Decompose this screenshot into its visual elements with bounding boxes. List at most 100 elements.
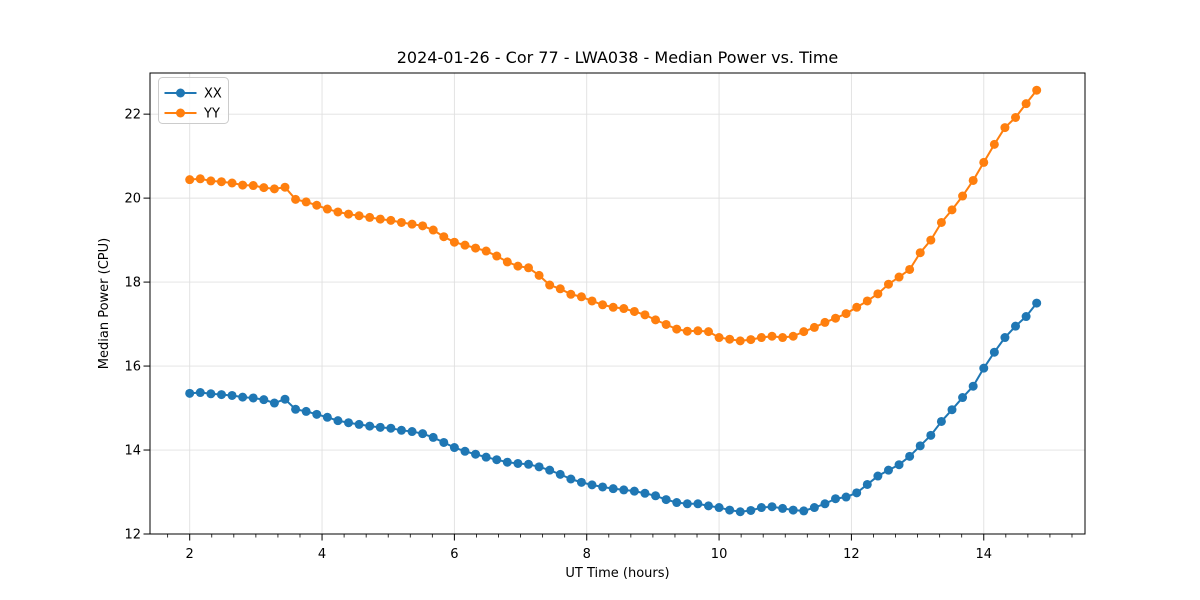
data-point-xx xyxy=(566,474,576,484)
data-point-xx xyxy=(926,430,936,440)
data-point-xx xyxy=(1032,298,1042,308)
data-point-yy xyxy=(661,319,671,329)
data-point-yy xyxy=(841,309,851,319)
data-point-xx xyxy=(714,503,724,513)
data-point-yy xyxy=(989,139,999,149)
data-point-yy xyxy=(926,235,936,245)
series-layer xyxy=(185,85,1042,517)
data-point-xx xyxy=(312,409,322,419)
data-point-xx xyxy=(576,477,586,487)
data-point-xx xyxy=(831,494,841,504)
data-point-yy xyxy=(396,217,406,227)
data-point-xx xyxy=(291,404,301,414)
data-point-yy xyxy=(375,214,385,224)
data-point-xx xyxy=(640,488,650,498)
data-point-yy xyxy=(651,315,661,325)
data-point-xx xyxy=(439,437,449,447)
data-point-xx xyxy=(365,421,375,431)
data-point-yy xyxy=(502,257,512,267)
data-point-yy xyxy=(894,272,904,282)
data-point-xx xyxy=(725,505,735,515)
y-tick-label: 18 xyxy=(124,276,141,291)
data-point-xx xyxy=(322,412,332,422)
data-point-yy xyxy=(238,180,248,190)
data-point-xx xyxy=(968,381,978,391)
data-point-xx xyxy=(449,443,459,453)
data-point-xx xyxy=(269,398,279,408)
data-point-xx xyxy=(661,495,671,505)
data-point-yy xyxy=(312,200,322,210)
data-point-yy xyxy=(460,240,470,250)
data-point-yy xyxy=(619,304,629,314)
y-tick-label: 14 xyxy=(124,444,141,459)
data-point-xx xyxy=(788,505,798,515)
data-point-yy xyxy=(746,335,756,345)
data-point-yy xyxy=(831,313,841,323)
data-point-yy xyxy=(703,327,713,337)
data-point-xx xyxy=(608,484,618,494)
data-point-xx xyxy=(524,459,533,469)
data-point-yy xyxy=(1021,99,1031,109)
data-point-xx xyxy=(502,457,512,467)
data-point-yy xyxy=(915,248,925,258)
data-point-xx xyxy=(820,499,830,509)
x-tick-label: 6 xyxy=(450,547,458,562)
y-axis-label: Median Power (CPU) xyxy=(97,238,112,369)
data-point-yy xyxy=(206,176,216,186)
data-point-yy xyxy=(640,310,650,320)
data-point-yy xyxy=(481,246,491,256)
data-point-yy xyxy=(439,232,449,242)
data-point-xx xyxy=(915,441,925,451)
data-point-xx xyxy=(471,449,481,459)
data-point-yy xyxy=(386,215,396,225)
data-point-xx xyxy=(629,486,639,496)
data-point-yy xyxy=(513,261,523,271)
y-tick-label: 20 xyxy=(124,192,141,207)
data-point-xx xyxy=(206,389,216,399)
data-point-yy xyxy=(598,300,608,310)
data-point-xx xyxy=(799,506,809,516)
data-point-yy xyxy=(566,289,576,299)
data-point-yy xyxy=(365,212,375,222)
data-point-yy xyxy=(672,324,682,334)
data-point-xx xyxy=(301,406,311,416)
data-point-xx xyxy=(555,469,565,479)
data-point-yy xyxy=(979,157,989,167)
data-point-yy xyxy=(608,302,618,312)
series-yy xyxy=(185,85,1042,346)
x-tick-label: 2 xyxy=(186,547,194,562)
data-point-yy xyxy=(968,175,978,185)
data-point-yy xyxy=(269,184,279,194)
data-point-xx xyxy=(703,501,713,511)
data-point-xx xyxy=(958,393,968,403)
data-point-yy xyxy=(280,182,290,192)
data-point-yy xyxy=(767,331,777,341)
data-point-xx xyxy=(386,423,396,433)
data-point-xx xyxy=(672,498,682,508)
data-point-yy xyxy=(185,175,195,185)
data-point-yy xyxy=(534,270,544,280)
data-point-yy xyxy=(873,289,883,299)
data-point-xx xyxy=(513,458,523,468)
data-point-xx xyxy=(534,462,544,472)
data-point-xx xyxy=(216,390,226,400)
data-point-yy xyxy=(555,284,565,294)
data-point-yy xyxy=(428,225,438,235)
tick-layer: 2 4 6 8 10 12 14 12 14 16 18 20 22 xyxy=(124,108,1073,562)
data-point-xx xyxy=(1021,312,1031,322)
grid-layer xyxy=(150,73,1085,535)
data-point-yy xyxy=(471,243,481,253)
data-point-yy xyxy=(725,334,735,344)
data-point-xx xyxy=(1011,321,1021,331)
data-point-xx xyxy=(693,499,703,509)
data-point-xx xyxy=(259,395,269,405)
data-point-xx xyxy=(1000,333,1010,343)
data-point-xx xyxy=(767,502,777,512)
legend-entry-xx: XX xyxy=(164,87,222,102)
data-point-yy xyxy=(216,177,226,187)
data-point-yy xyxy=(820,317,830,327)
data-point-yy xyxy=(344,209,354,219)
data-point-xx xyxy=(756,503,766,513)
legend-label: YY xyxy=(203,107,220,122)
